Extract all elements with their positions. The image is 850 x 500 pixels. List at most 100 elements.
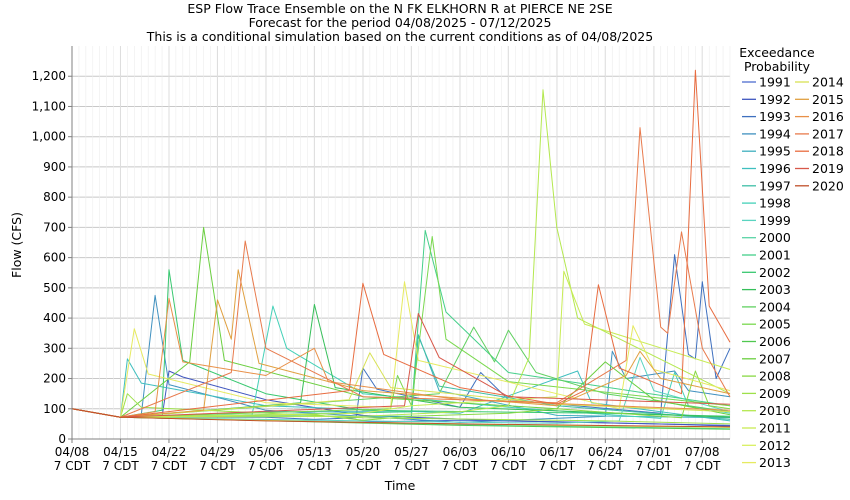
legend-item-2011: 2011 — [742, 421, 791, 436]
x-tick-label: 04/08 — [55, 445, 90, 459]
x-tick-label: 06/10 — [491, 445, 526, 459]
legend-item-2000: 2000 — [742, 230, 791, 245]
legend-item-2002: 2002 — [742, 265, 791, 280]
legend: Exceedance Probability 1991 1992 1993 1994 1… — [739, 45, 844, 470]
legend-label: 2005 — [759, 317, 791, 332]
legend-label: 2007 — [759, 351, 791, 366]
legend-title-line-2: Probability — [744, 59, 811, 74]
x-tick-label-time: 7 CDT — [442, 459, 479, 473]
legend-item-2004: 2004 — [742, 299, 791, 314]
y-tick-label: 500 — [43, 281, 66, 295]
x-tick-label: 04/22 — [152, 445, 187, 459]
x-tick-label: 07/08 — [685, 445, 720, 459]
legend-label: 1993 — [759, 109, 791, 124]
legend-label: 2004 — [759, 299, 791, 314]
chart-title-line-2: Forecast for the period 04/08/2025 - 07/… — [249, 15, 552, 30]
series-line-2007 — [71, 226, 731, 418]
x-tick-label: 04/15 — [103, 445, 138, 459]
legend-item-2005: 2005 — [742, 317, 791, 332]
legend-label: 2017 — [812, 126, 844, 141]
legend-title-line-1: Exceedance — [739, 45, 815, 60]
series-line-2015 — [71, 269, 731, 418]
legend-item-1995: 1995 — [742, 144, 791, 159]
legend-label: 2014 — [812, 75, 844, 90]
legend-item-2018: 2018 — [795, 144, 844, 159]
y-tick-label: 400 — [43, 311, 66, 325]
x-tick-label: 05/13 — [297, 445, 332, 459]
x-tick-label: 05/27 — [394, 445, 429, 459]
chart-title-line-3: This is a conditional simulation based o… — [146, 29, 653, 44]
legend-item-1994: 1994 — [742, 126, 791, 141]
legend-item-2010: 2010 — [742, 403, 791, 418]
chart-axes — [71, 46, 730, 440]
legend-item-2015: 2015 — [795, 92, 844, 107]
legend-label: 2016 — [812, 109, 844, 124]
legend-item-1992: 1992 — [742, 92, 791, 107]
legend-item-2017: 2017 — [795, 126, 844, 141]
chart-title: ESP Flow Trace Ensemble on the N FK ELKH… — [146, 1, 653, 44]
y-axis-ticks: 0 100 200 300 400 500 600 700 800 900 1,000 1,100 1,… — [32, 69, 72, 446]
legend-label: 1997 — [759, 178, 791, 193]
series-line-2011 — [71, 270, 731, 418]
y-tick-label: 1,100 — [32, 99, 66, 113]
y-tick-label: 600 — [43, 251, 66, 265]
x-tick-label-time: 7 CDT — [199, 459, 236, 473]
legend-label: 1999 — [759, 213, 791, 228]
x-axis-title: Time — [384, 478, 416, 493]
legend-label: 1992 — [759, 92, 791, 107]
legend-item-2003: 2003 — [742, 282, 791, 297]
legend-label: 2006 — [759, 334, 791, 349]
series-line-2016 — [71, 297, 731, 418]
x-tick-label-time: 7 CDT — [587, 459, 624, 473]
legend-item-2019: 2019 — [795, 161, 844, 176]
x-tick-label: 05/20 — [346, 445, 381, 459]
y-tick-label: 100 — [43, 402, 66, 416]
x-tick-label-time: 7 CDT — [54, 459, 91, 473]
legend-item-2006: 2006 — [742, 334, 791, 349]
y-tick-label: 1,200 — [32, 69, 66, 83]
x-tick-label-time: 7 CDT — [151, 459, 188, 473]
legend-label: 2018 — [812, 144, 844, 159]
x-tick-label: 04/29 — [200, 445, 235, 459]
series-line-2013 — [71, 281, 731, 418]
legend-label: 2009 — [759, 386, 791, 401]
legend-item-1997: 1997 — [742, 178, 791, 193]
legend-item-2012: 2012 — [742, 438, 791, 453]
series-line-1993 — [71, 254, 731, 420]
legend-label: 2013 — [759, 455, 791, 470]
series-lines — [71, 69, 731, 430]
y-tick-label: 700 — [43, 220, 66, 234]
legend-item-2001: 2001 — [742, 248, 791, 263]
chart-grid — [71, 46, 731, 440]
plot-area — [72, 46, 730, 439]
legend-label: 2001 — [759, 248, 791, 263]
x-tick-label-time: 7 CDT — [539, 459, 576, 473]
x-tick-label: 06/03 — [443, 445, 478, 459]
y-tick-label: 200 — [43, 372, 66, 386]
y-tick-label: 300 — [43, 341, 66, 355]
series-line-2018 — [71, 69, 731, 418]
legend-label: 2008 — [759, 369, 791, 384]
legend-item-1996: 1996 — [742, 161, 791, 176]
chart-title-line-1: ESP Flow Trace Ensemble on the N FK ELKH… — [187, 1, 612, 16]
legend-label: 1995 — [759, 144, 791, 159]
x-tick-label-time: 7 CDT — [393, 459, 430, 473]
legend-item-1993: 1993 — [742, 109, 791, 124]
series-line-2020 — [71, 408, 731, 428]
legend-label: 2003 — [759, 282, 791, 297]
x-tick-label-time: 7 CDT — [296, 459, 333, 473]
legend-item-2014: 2014 — [795, 75, 844, 90]
x-tick-label-time: 7 CDT — [636, 459, 673, 473]
x-tick-label: 06/17 — [540, 445, 575, 459]
legend-item-2013: 2013 — [742, 455, 791, 470]
legend-item-1998: 1998 — [742, 196, 791, 211]
legend-item-2016: 2016 — [795, 109, 844, 124]
legend-label: 2000 — [759, 230, 791, 245]
legend-item-2020: 2020 — [795, 178, 844, 193]
legend-item-2007: 2007 — [742, 351, 791, 366]
y-axis-title: Flow (CFS) — [9, 212, 24, 278]
y-tick-label: 1,000 — [32, 130, 66, 144]
legend-label: 2019 — [812, 161, 844, 176]
x-tick-label-time: 7 CDT — [490, 459, 527, 473]
